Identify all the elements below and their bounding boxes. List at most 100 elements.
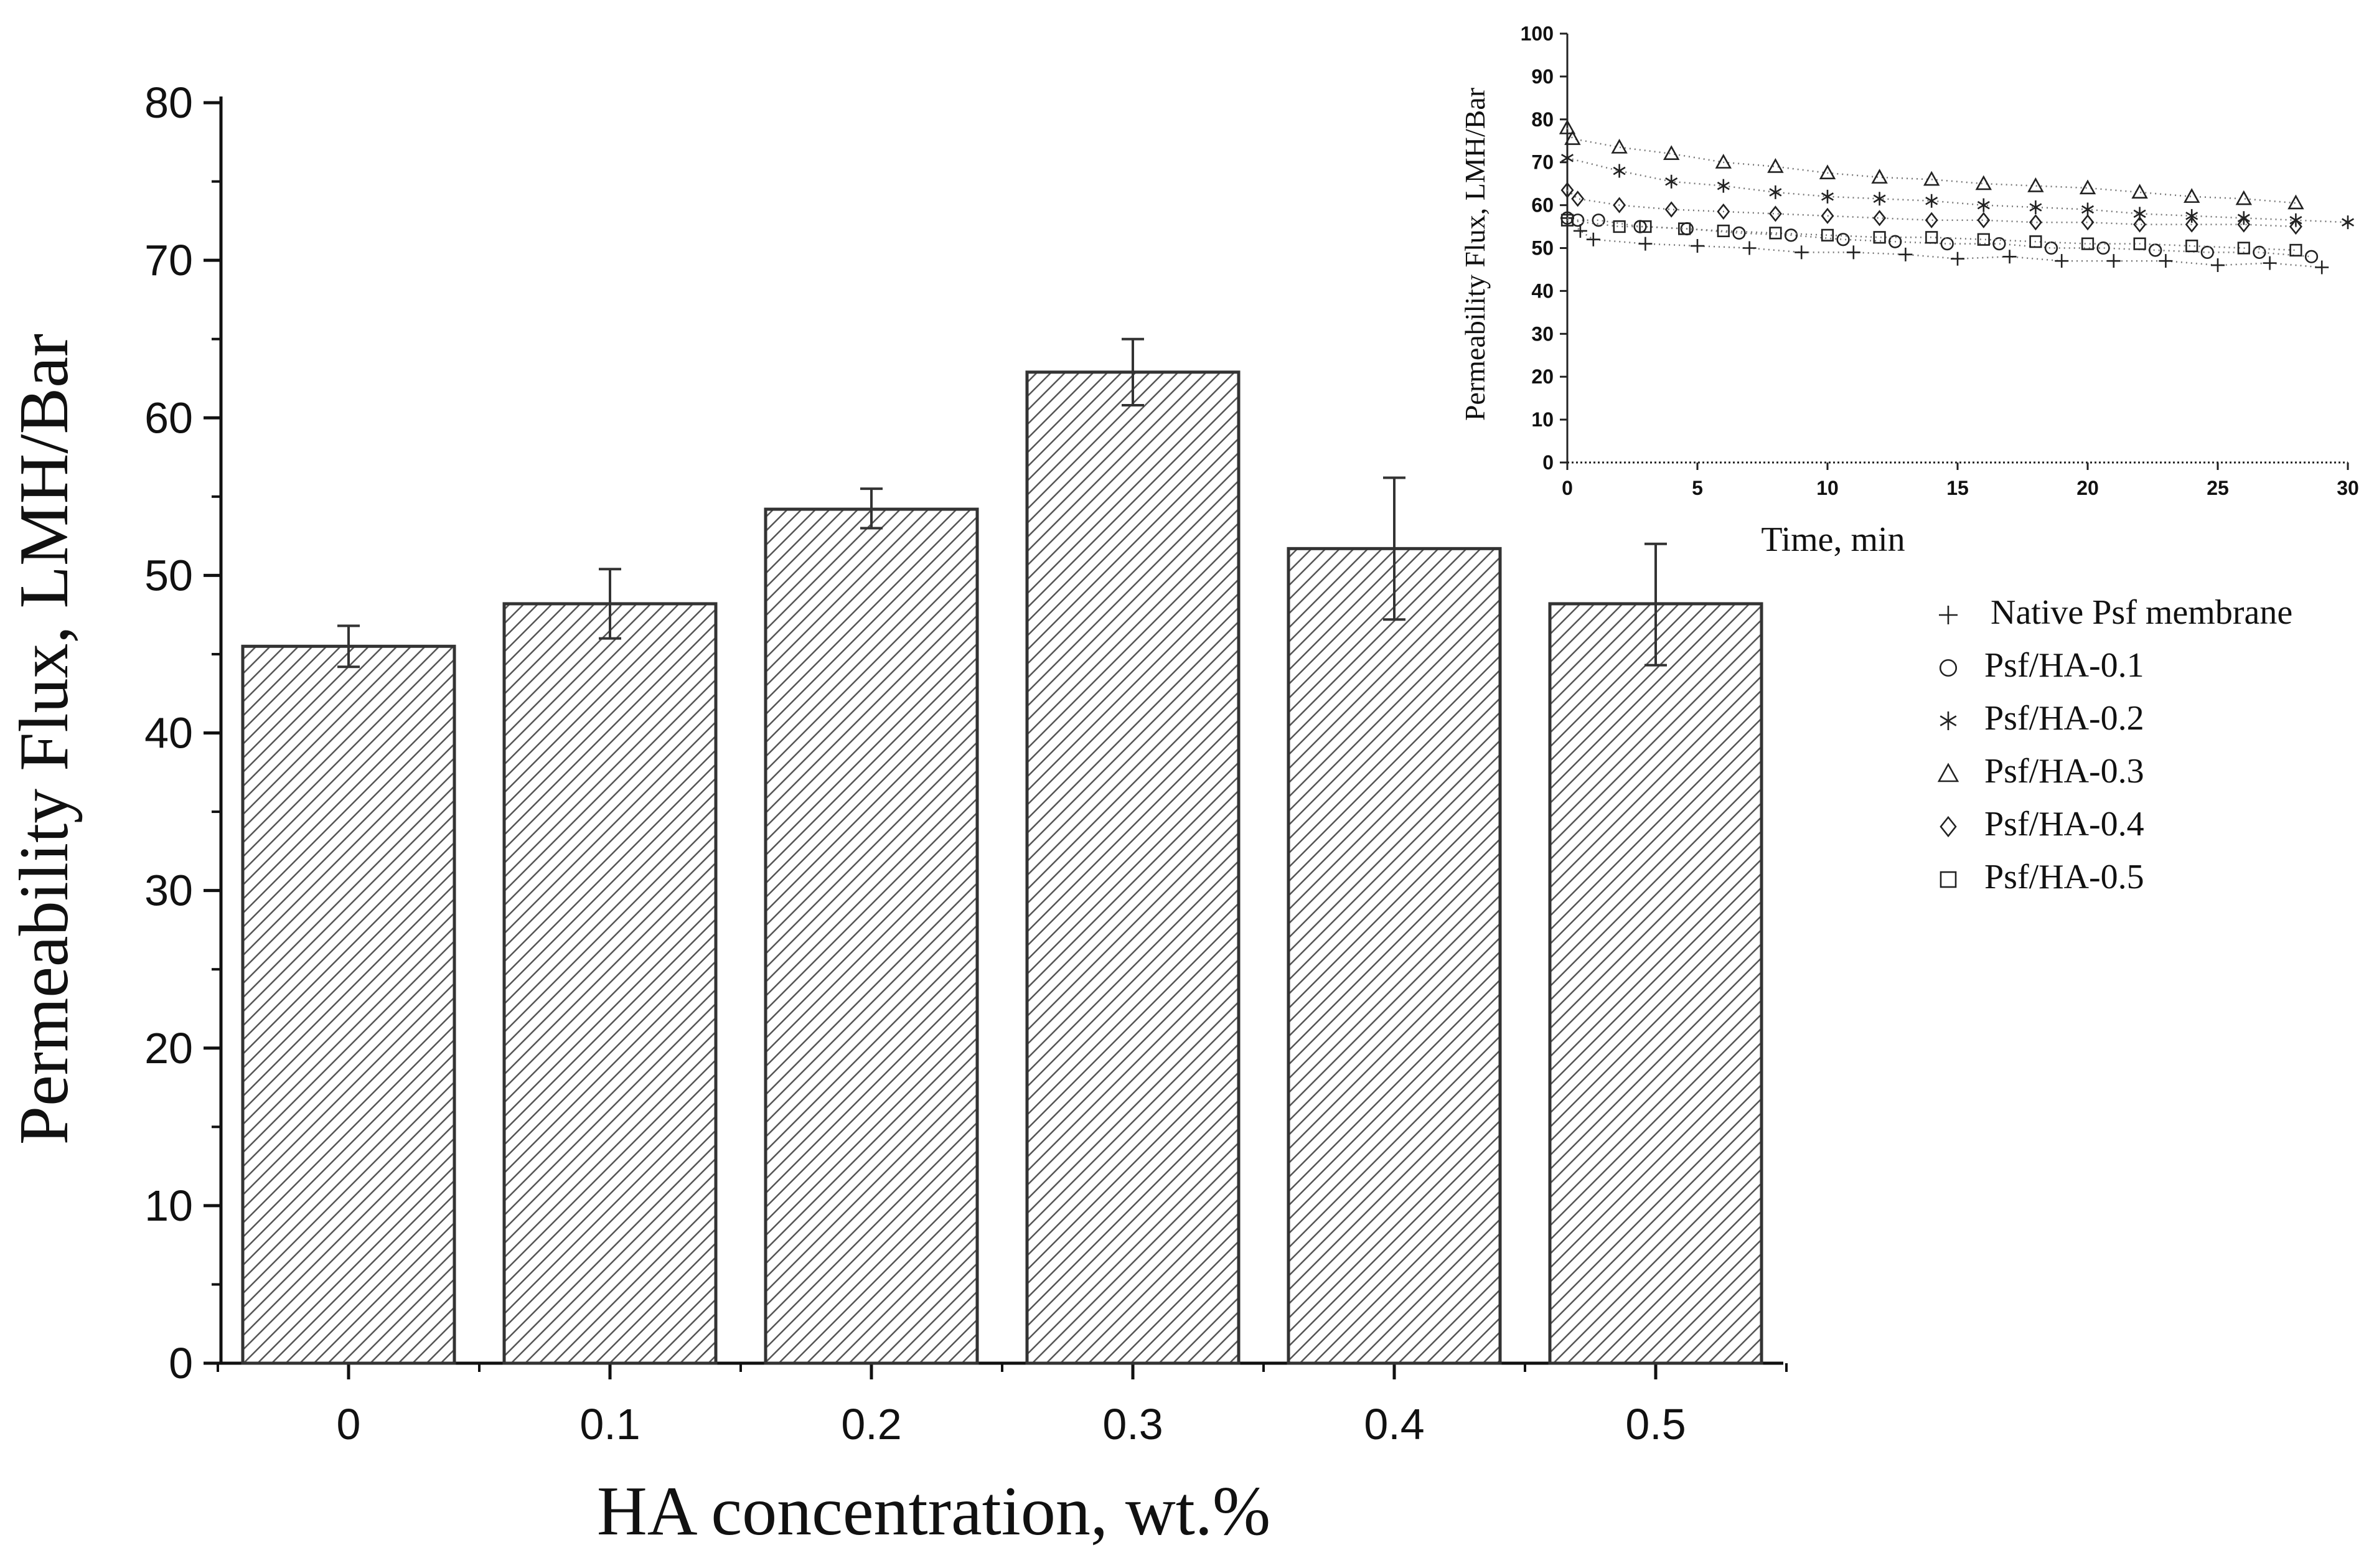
point-triangle (1715, 154, 1732, 169)
point-square (2081, 237, 2095, 250)
point-diamond (2029, 214, 2042, 231)
inset-y-tick-label: 10 (1531, 408, 1554, 431)
inset-x-tick-label: 0 (1562, 477, 1573, 499)
point-square (2289, 243, 2302, 257)
point-triangle (1611, 138, 1628, 154)
point-plus (2106, 254, 2121, 268)
y-axis-label: Permeability Flux, LMH/Bar (6, 334, 83, 1145)
point-square (1873, 231, 1886, 244)
point-circle (1992, 237, 2006, 251)
point-plus (1586, 232, 1600, 246)
point-square (1977, 233, 1990, 246)
point-circle (2096, 241, 2110, 255)
point-square (1560, 214, 1574, 227)
x-tick-label: 0.3 (1102, 1400, 1163, 1448)
point-diamond (2133, 216, 2147, 233)
point-plus (2002, 250, 2017, 264)
inset-y-axis-label: Permeability Flux, LMH/Bar (1459, 88, 1491, 421)
inset-x-tick-label: 15 (1946, 477, 1969, 499)
point-diamond (1613, 197, 1626, 214)
inset-y-tick-label: 50 (1531, 237, 1554, 260)
point-diamond (1821, 207, 1834, 224)
point-circle (1888, 235, 1902, 248)
point-plus (2263, 256, 2277, 270)
point-asterisk (2029, 200, 2042, 215)
point-asterisk (1560, 151, 1574, 165)
inset-y-tick-label: 30 (1531, 322, 1554, 345)
inset-legend: Native Psf membrane Psf/HA-0.1 Psf/HA-0.2 P… (1937, 593, 2292, 896)
point-diamond (2289, 218, 2302, 235)
point-diamond (1571, 190, 1585, 207)
point-diamond (2237, 216, 2251, 233)
point-plus (1846, 245, 1860, 260)
point-square (1821, 228, 1834, 242)
point-diamond (1560, 182, 1574, 199)
point-plus (1742, 241, 1757, 255)
point-plus (2211, 258, 2225, 273)
point-square (2133, 237, 2146, 250)
legend-marker-square (1940, 871, 1957, 888)
y-tick-label: 70 (144, 236, 193, 284)
y-tick-label: 30 (144, 866, 193, 915)
point-plus (1691, 239, 1704, 253)
legend-marker-diamond (1940, 815, 1957, 838)
x-tick-label: 0.5 (1625, 1400, 1686, 1448)
y-tick-label: 0 (169, 1339, 193, 1387)
inset-x-tick-label: 25 (2207, 477, 2229, 499)
point-square (1639, 220, 1652, 233)
point-triangle (1663, 145, 1680, 161)
legend-marker-plus (1939, 606, 1958, 624)
inset-x-axis-label: Time, min (1761, 520, 1905, 559)
inset-y-tick-label: 90 (1531, 65, 1554, 88)
point-plus (2159, 254, 2173, 268)
point-triangle (1559, 119, 1576, 134)
bar-0.4 (1287, 547, 1502, 1365)
legend-label: Psf/HA-0.3 (1984, 752, 2144, 791)
point-square (1678, 222, 1691, 235)
point-plus (1951, 251, 1964, 266)
legend-marker-circle (1939, 659, 1958, 677)
point-diamond (1925, 212, 1938, 228)
point-asterisk (1977, 198, 1990, 212)
point-triangle (1923, 171, 1940, 186)
legend-marker-asterisk (1940, 711, 1957, 730)
bar-0.1 (502, 602, 718, 1365)
inset-y-tick-label: 60 (1531, 194, 1554, 217)
x-axis-label: HA concentration, wt.% (597, 1473, 1270, 1550)
point-triangle (2131, 184, 2148, 199)
point-circle (1784, 228, 1798, 242)
point-square (2185, 239, 2198, 253)
trendline-circle (1567, 217, 2312, 258)
point-asterisk (1873, 192, 1886, 206)
point-diamond (1717, 203, 1730, 220)
bar-0 (241, 644, 456, 1365)
inset-y-tick-label: 70 (1531, 151, 1554, 174)
point-circle (2044, 241, 2058, 255)
point-triangle (1871, 169, 1888, 184)
point-square (2029, 235, 2042, 248)
point-asterisk (2185, 209, 2198, 223)
point-asterisk (2081, 202, 2095, 217)
point-asterisk (1613, 164, 1626, 178)
point-triangle (1767, 157, 1784, 173)
point-diamond (1977, 212, 1991, 228)
point-square (2237, 242, 2250, 255)
legend-label: Psf/HA-0.5 (1984, 858, 2144, 896)
y-tick-label: 50 (144, 551, 193, 599)
point-circle (2253, 245, 2266, 260)
trendline-plus (1567, 217, 2322, 268)
point-asterisk (1665, 174, 1678, 189)
point-plus (1573, 223, 1587, 238)
point-triangle (2287, 194, 2304, 210)
point-diamond (2185, 216, 2198, 233)
trendline-asterisk (1567, 157, 2348, 223)
point-asterisk (2341, 215, 2355, 230)
y-tick-label: 80 (144, 78, 193, 127)
inset-y-tick-label: 20 (1531, 365, 1554, 388)
point-triangle (1975, 175, 1992, 190)
point-asterisk (1717, 179, 1730, 193)
bar-0.5 (1548, 602, 1763, 1365)
point-asterisk (1769, 185, 1782, 199)
